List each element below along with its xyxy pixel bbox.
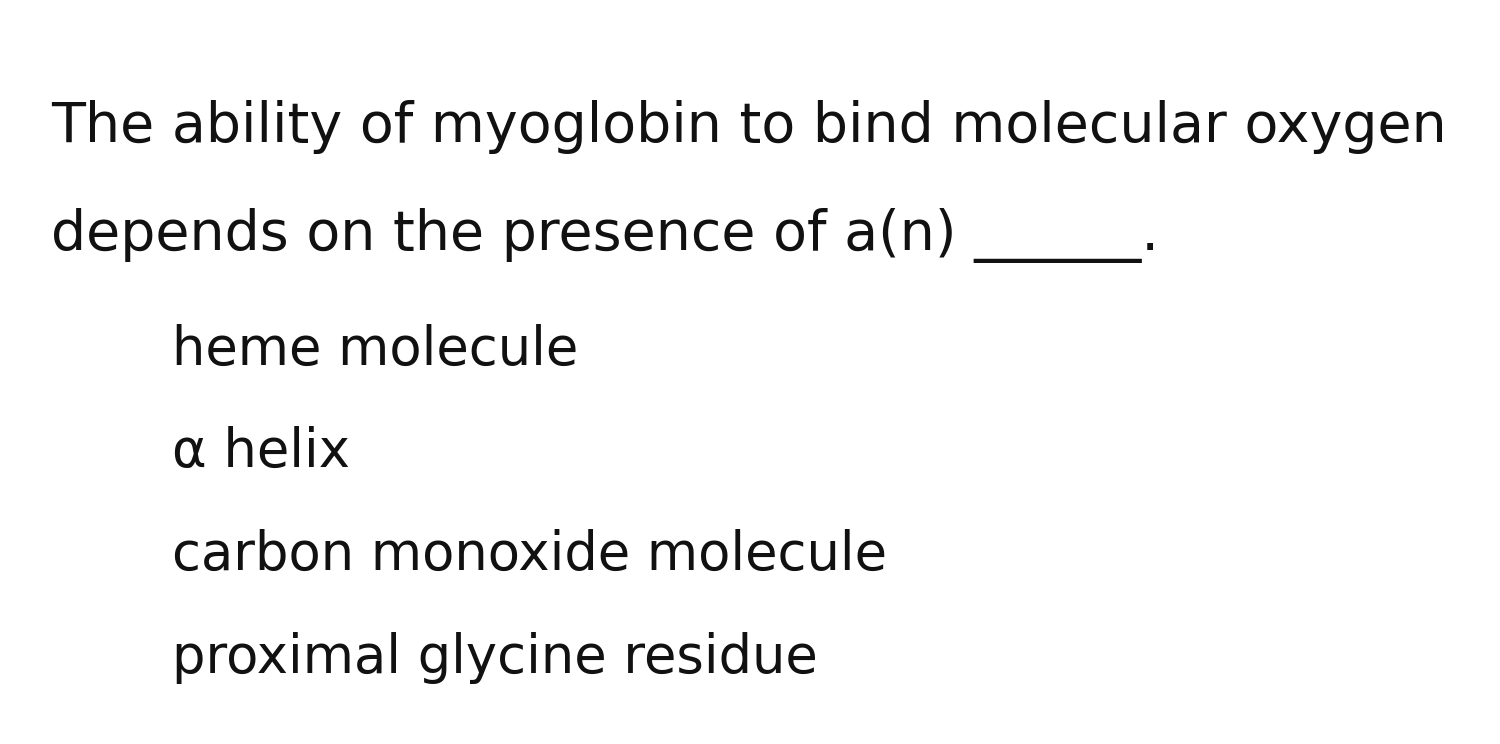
Text: depends on the presence of a(n) ______.: depends on the presence of a(n) ______. xyxy=(51,208,1160,263)
Text: carbon monoxide molecule: carbon monoxide molecule xyxy=(172,529,888,581)
Text: α helix: α helix xyxy=(172,426,351,478)
Text: heme molecule: heme molecule xyxy=(172,324,579,376)
Text: The ability of myoglobin to bind molecular oxygen: The ability of myoglobin to bind molecul… xyxy=(51,100,1446,155)
Text: proximal glycine residue: proximal glycine residue xyxy=(172,632,819,684)
